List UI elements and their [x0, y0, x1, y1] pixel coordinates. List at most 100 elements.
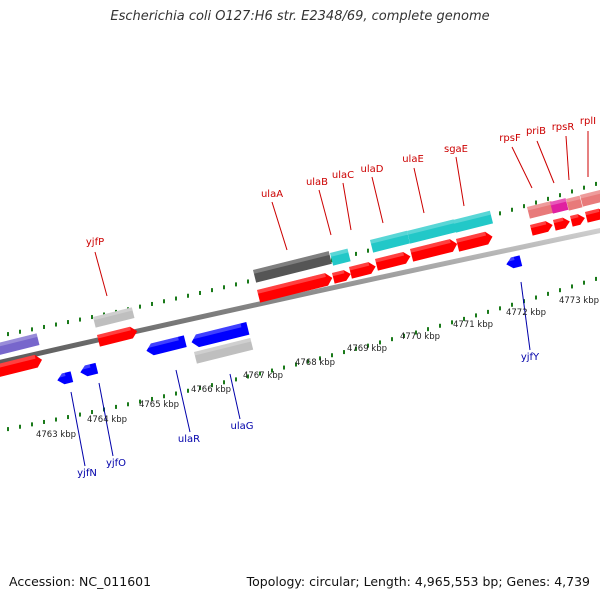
gene-label-rpsR-leader [565, 135, 570, 181]
lower-tick [331, 353, 333, 358]
scale-label: 4769 kbp [347, 344, 387, 354]
gene-label-priB: priB [526, 126, 546, 137]
upper-tick [523, 204, 525, 209]
lower-tick [151, 396, 153, 401]
gene-label-rpsF-leader [511, 146, 533, 189]
operon-block-dark [253, 251, 332, 283]
operon-block-cyan [370, 230, 411, 253]
gene-label-yjfY: yjfY [521, 352, 540, 363]
scale-label: 4773 kbp [559, 296, 599, 306]
upper-tick [31, 327, 33, 332]
gene-label-ulaE: ulaE [402, 154, 424, 165]
forward-gene-shape [410, 239, 458, 262]
gene-label-ulaE-leader [413, 167, 425, 214]
operon-block-cyan [330, 248, 351, 266]
lower-tick [223, 380, 225, 385]
scale-label: 4764 kbp [87, 415, 127, 425]
gene-label-ulaD-leader [371, 176, 384, 224]
lower-tick [367, 343, 369, 348]
scale-label: 4770 kbp [400, 332, 440, 342]
scale-label: 4768 kbp [295, 358, 335, 368]
gene-label-yjfY-leader [520, 281, 531, 351]
upper-tick [175, 296, 177, 301]
forward-gene [570, 214, 585, 227]
lower-tick [391, 337, 393, 342]
upper-tick [91, 315, 93, 320]
operon-block-pink-shape [566, 195, 583, 211]
operon-block-pink [527, 200, 555, 219]
forward-gene-shape [349, 262, 376, 279]
lower-tick [343, 350, 345, 355]
lower-tick [115, 404, 117, 409]
operon-block-cyan-shape [330, 248, 351, 266]
gene-label-yjfO-leader [98, 382, 114, 457]
lower-tick [139, 399, 141, 404]
lower-tick [439, 323, 441, 328]
lower-tick [547, 291, 549, 296]
lower-tick [259, 371, 261, 376]
lower-tick [247, 374, 249, 379]
upper-tick [55, 322, 57, 327]
gene-label-ulaC-leader [342, 182, 352, 231]
gene-label-rplI: rplI [580, 116, 596, 127]
forward-gene [553, 217, 570, 231]
operon-block-pink-shape [527, 200, 555, 219]
gene-label-rpsR: rpsR [552, 122, 575, 133]
forward-gene-shape [570, 214, 585, 227]
scale-label: 4772 kbp [506, 308, 546, 318]
lower-tick [163, 394, 165, 399]
upper-tick [559, 193, 561, 198]
lower-tick [295, 362, 297, 367]
lower-tick [55, 417, 57, 422]
forward-gene [349, 262, 376, 279]
lower-tick [79, 412, 81, 417]
upper-tick [355, 251, 357, 256]
reverse-gene-shape [80, 362, 99, 377]
upper-tick [367, 248, 369, 253]
upper-tick [535, 200, 537, 205]
gene-label-ulaG: ulaG [231, 421, 254, 432]
scale-label: 4771 kbp [453, 320, 493, 330]
forward-gene [97, 326, 138, 347]
reverse-gene [145, 335, 187, 356]
operon-block-purple-shape [0, 333, 40, 357]
gene-label-yjfP: yjfP [86, 237, 104, 248]
accession-text: Accession: NC_011601 [9, 574, 152, 589]
lower-tick [319, 356, 321, 361]
lower-tick [475, 313, 477, 318]
genome-summary-text: Topology: circular; Length: 4,965,553 bp… [246, 574, 590, 589]
lower-tick [235, 377, 237, 382]
gene-label-sgaE-leader [455, 156, 465, 207]
upper-tick [511, 207, 513, 212]
lower-tick [427, 327, 429, 332]
lower-tick [535, 295, 537, 300]
upper-tick [187, 293, 189, 298]
operon-block-cyan-shape [407, 219, 457, 244]
forward-gene-shape [530, 221, 553, 236]
scale-label: 4766 kbp [191, 385, 231, 395]
backbone [0, 227, 600, 365]
upper-tick [151, 301, 153, 306]
gene-label-yjfO: yjfO [106, 458, 126, 469]
gene-label-ulaD: ulaD [361, 164, 384, 175]
upper-tick [571, 189, 573, 194]
gene-features [0, 188, 600, 385]
operon-block-dark-shape [253, 251, 332, 283]
upper-tick [211, 288, 213, 293]
forward-gene [585, 208, 600, 223]
lower-tick [463, 316, 465, 321]
operon-block-pink [566, 195, 583, 211]
forward-gene [375, 251, 411, 271]
reverse-gene [56, 371, 74, 385]
upper-tick [547, 196, 549, 201]
lower-tick [175, 391, 177, 396]
lower-tick [451, 320, 453, 325]
lower-tick [199, 385, 201, 390]
forward-gene-shape [257, 273, 333, 303]
reverse-block-grey-shape [194, 337, 254, 364]
forward-gene-shape [456, 231, 493, 252]
gene-label-ulaR-leader [175, 369, 191, 433]
upper-tick [223, 285, 225, 290]
reverse-block-grey [194, 337, 254, 364]
